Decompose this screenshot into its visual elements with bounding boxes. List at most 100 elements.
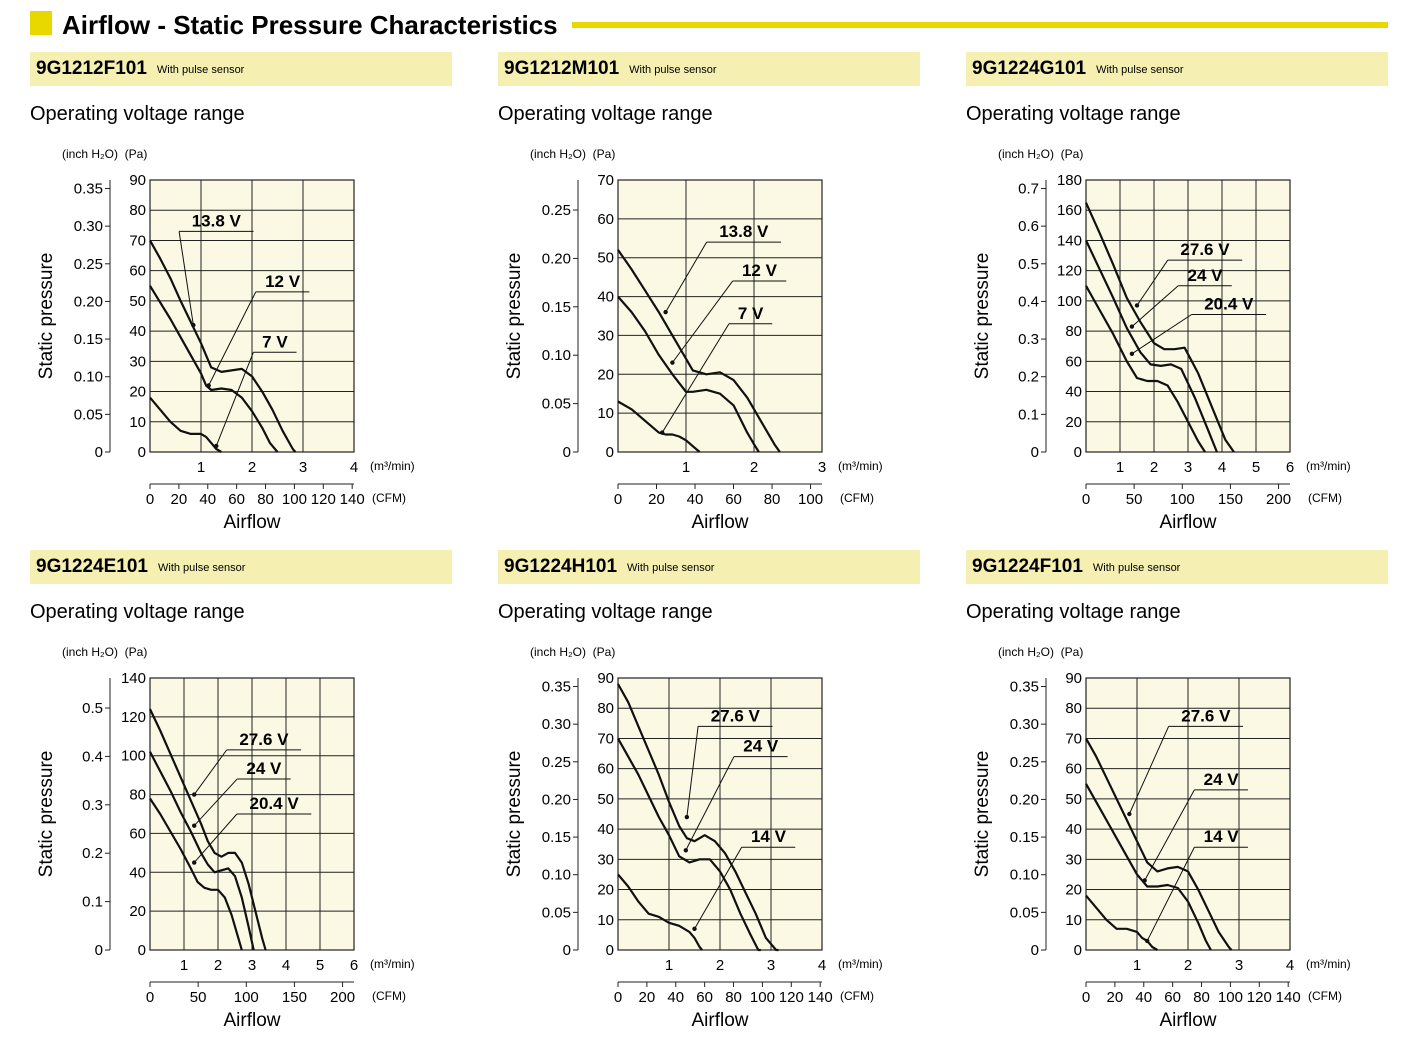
x-unit-label: (m³/min) <box>1306 957 1351 971</box>
y-tick-label: 30 <box>597 327 614 344</box>
operating-voltage-range-label: Operating voltage range <box>498 601 713 623</box>
x-tick-label: 1 <box>682 459 690 476</box>
x-tick-label: 3 <box>248 957 256 974</box>
y-tick-label: 0 <box>1074 942 1082 959</box>
secondary-y-tick-label: 0.25 <box>542 202 571 219</box>
model-bar: 9G1224F101 With pulse sensor <box>966 550 1388 584</box>
y-tick-label: 50 <box>597 250 614 267</box>
series-label: 24 V <box>246 759 282 778</box>
leader-line <box>208 291 257 386</box>
x-tick-label: 1 <box>180 957 188 974</box>
secondary-x-tick-label: 120 <box>311 491 336 508</box>
leader-arrowhead <box>670 360 675 365</box>
x-tick-label: 2 <box>716 957 724 974</box>
leader-line <box>685 756 735 851</box>
series-label: 27.6 V <box>1180 240 1230 259</box>
secondary-y-tick-label: 0.10 <box>542 347 571 364</box>
leader-arrowhead <box>191 322 196 328</box>
chart-panel: 9G1224E101 With pulse sensor Operating vo… <box>30 550 460 1050</box>
series-line <box>149 239 297 453</box>
secondary-x-unit-label: (CFM) <box>840 491 874 505</box>
series-line <box>1084 202 1235 453</box>
pulse-sensor-note: With pulse sensor <box>1092 562 1181 574</box>
series-label: 13.8 V <box>192 211 242 230</box>
series-label: 24 V <box>743 737 779 756</box>
secondary-y-tick-label: 0.15 <box>542 829 571 846</box>
secondary-y-tick-label: 0.20 <box>74 293 103 310</box>
x-unit-label: (m³/min) <box>838 957 883 971</box>
leader-arrowhead <box>660 430 665 435</box>
plot-frame <box>149 677 355 951</box>
secondary-y-unit-label: (inch H₂O) <box>530 147 586 161</box>
secondary-x-tick-label: 60 <box>1164 989 1181 1006</box>
series-label: 24 V <box>1188 266 1224 285</box>
secondary-y-tick-label: 0.10 <box>542 867 571 884</box>
x-tick-label: 3 <box>818 459 826 476</box>
series-label: 27.6 V <box>239 730 289 749</box>
y-tick-label: 50 <box>129 293 146 310</box>
series-line <box>617 295 760 453</box>
model-bar: 9G1212M101 With pulse sensor <box>498 52 920 86</box>
leader-arrowhead <box>1134 303 1140 308</box>
series-line <box>1085 285 1206 453</box>
series-line <box>617 249 781 453</box>
leader-line <box>1144 789 1195 881</box>
airflow-pressure-chart: 010203040506070809000.050.100.150.200.25… <box>36 147 415 533</box>
leader-arrowhead <box>214 443 219 449</box>
series-label: 20.4 V <box>250 794 300 813</box>
x-unit-label: (m³/min) <box>838 459 883 473</box>
x-tick-label: 4 <box>818 957 826 974</box>
leader-arrowhead <box>683 848 689 853</box>
y-tick-label: 10 <box>597 405 614 422</box>
leader-arrowhead <box>192 823 197 828</box>
secondary-x-tick-label: 200 <box>1266 491 1291 508</box>
secondary-y-tick-label: 0 <box>563 444 571 461</box>
plot-frame <box>1085 179 1291 453</box>
secondary-y-tick-label: 0.20 <box>542 791 571 808</box>
series-label: 24 V <box>1204 770 1240 789</box>
secondary-y-unit-label: (inch H₂O) <box>62 147 118 161</box>
secondary-x-tick-label: 40 <box>667 989 684 1006</box>
y-tick-label: 90 <box>129 172 146 189</box>
secondary-x-tick-label: 100 <box>282 491 307 508</box>
secondary-x-tick-label: 50 <box>1126 491 1143 508</box>
secondary-y-tick-label: 0.35 <box>1010 679 1039 696</box>
leader-line <box>665 241 708 313</box>
y-tick-label: 30 <box>597 851 614 868</box>
x-tick-label: 1 <box>665 957 673 974</box>
secondary-y-tick-label: 0.05 <box>1010 904 1039 921</box>
plot-frame <box>1085 677 1291 951</box>
y-tick-label: 80 <box>129 787 146 804</box>
x-tick-label: 4 <box>350 459 358 476</box>
y-tick-label: 80 <box>1065 323 1082 340</box>
header-rule <box>572 22 1388 28</box>
series-line <box>149 396 222 453</box>
secondary-y-tick-label: 0.25 <box>74 256 103 273</box>
secondary-x-tick-label: 140 <box>808 989 833 1006</box>
model-bar: 9G1224G101 With pulse sensor <box>966 52 1388 86</box>
chart-panel: 9G1212F101 With pulse sensor Operating vo… <box>30 52 460 552</box>
y-tick-label: 10 <box>129 414 146 431</box>
secondary-x-unit-label: (CFM) <box>372 491 406 505</box>
secondary-y-tick-label: 0.30 <box>74 218 103 235</box>
x-axis-title: Airflow <box>691 512 748 533</box>
y-unit-label: (Pa) <box>593 147 616 161</box>
series-label: 7 V <box>262 332 288 351</box>
leader-line <box>1128 726 1170 815</box>
plot-frame <box>617 677 823 951</box>
x-tick-label: 1 <box>197 459 205 476</box>
secondary-x-tick-label: 140 <box>340 491 365 508</box>
secondary-y-tick-label: 0.30 <box>542 716 571 733</box>
secondary-y-tick-label: 0.5 <box>1018 256 1039 273</box>
x-tick-label: 6 <box>350 957 358 974</box>
leader-line <box>661 323 730 433</box>
secondary-x-tick-label: 100 <box>750 989 775 1006</box>
model-name: 9G1224H101 With pulse sensor <box>504 556 715 577</box>
secondary-y-tick-label: 0.10 <box>74 369 103 386</box>
secondary-y-tick-label: 0.35 <box>74 181 103 198</box>
leader-line <box>671 280 734 363</box>
secondary-y-tick-label: 0.6 <box>1018 218 1039 235</box>
secondary-x-tick-label: 100 <box>1170 491 1195 508</box>
secondary-x-tick-label: 150 <box>282 989 307 1006</box>
y-tick-label: 70 <box>1065 730 1082 747</box>
